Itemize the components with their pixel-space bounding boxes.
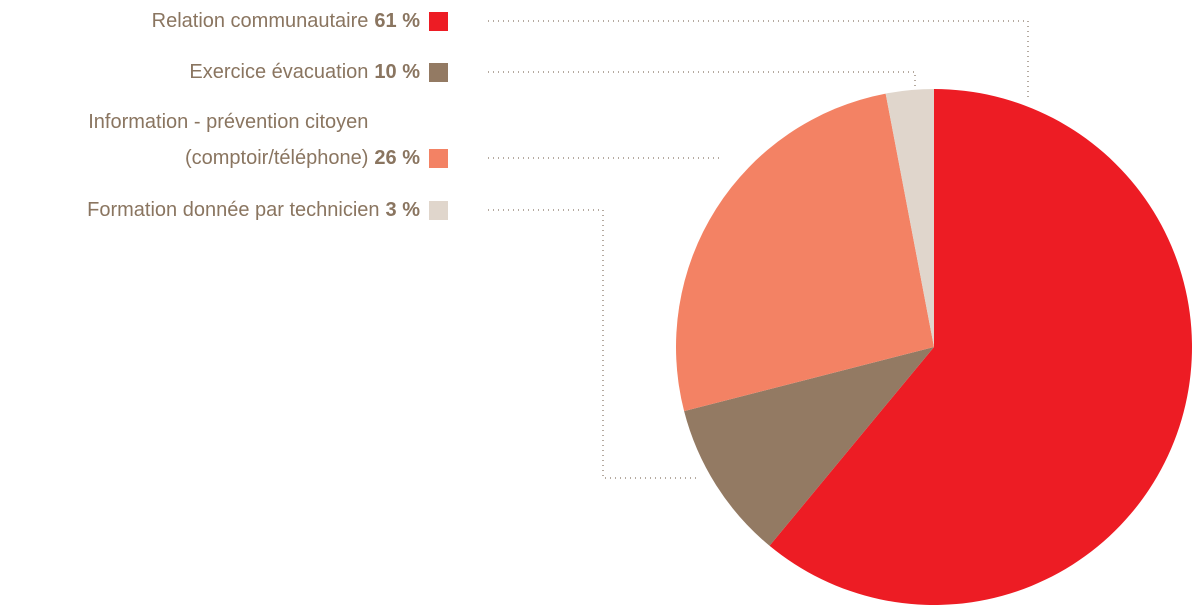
legend-value: 10 %	[374, 61, 420, 83]
legend-value: 26 %	[374, 147, 420, 169]
legend-swatch	[429, 12, 448, 31]
legend-label: Relation communautaire	[151, 10, 369, 32]
legend-label: Formation donnée par technicien	[87, 199, 380, 221]
leader-line	[488, 20, 1029, 98]
legend-entry: Formation donnée par technicien 3 %	[87, 192, 448, 228]
pie-slice	[684, 347, 934, 546]
legend-label: Exercice évacuation	[189, 61, 369, 83]
legend-entry: Exercice évacuation 10 %	[189, 54, 448, 90]
legend-swatch	[429, 63, 448, 82]
pie	[676, 89, 1193, 605]
legend-value: 3 %	[385, 199, 420, 221]
leader-line	[488, 209, 700, 479]
legend-value: 61 %	[374, 10, 420, 32]
leader-line	[488, 71, 916, 86]
pie-slice	[676, 93, 934, 412]
legend-swatch	[429, 201, 448, 220]
pie-slice	[885, 89, 934, 347]
legend-entry: Information - prévention citoyen (compto…	[88, 104, 448, 176]
legend-swatch	[429, 149, 448, 168]
legend-label: Information - prévention citoyen (compto…	[88, 111, 369, 169]
pie-slice	[769, 89, 1193, 605]
legend-entry: Relation communautaire 61 %	[152, 3, 448, 39]
